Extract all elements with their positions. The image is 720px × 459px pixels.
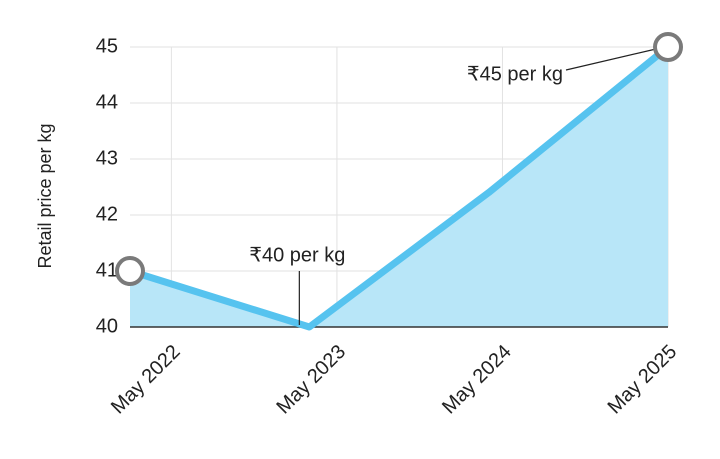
x-tick-label: May 2023 (273, 341, 351, 419)
annotation: ₹40 per kg (249, 244, 345, 266)
x-tick-label: May 2025 (604, 341, 682, 419)
marker (653, 32, 683, 62)
y-tick-label: 42 (96, 203, 118, 225)
x-tick-label: May 2024 (438, 341, 516, 419)
area (130, 47, 668, 327)
y-tick-label: 44 (96, 91, 118, 113)
y-tick-label: 41 (96, 259, 118, 281)
y-tick-label: 43 (96, 147, 118, 169)
x-tick-label: May 2022 (107, 341, 185, 419)
line (128, 44, 671, 331)
y-tick-label: 45 (96, 35, 118, 57)
y-axis-label: Retail price per kg (35, 123, 55, 268)
annotation-line (565, 48, 657, 71)
annotation: ₹45 per kg (467, 63, 563, 85)
marker (115, 256, 145, 286)
y-tick-label: 40 (96, 315, 118, 337)
